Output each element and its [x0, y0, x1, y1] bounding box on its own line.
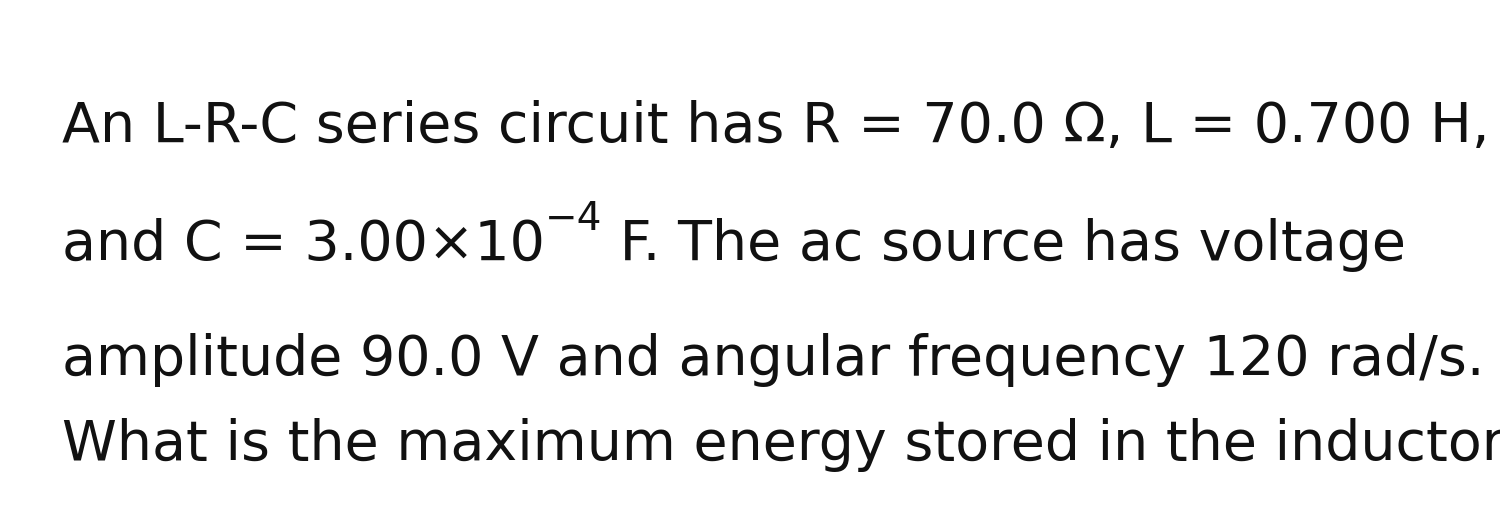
- Text: and C = 3.00×10: and C = 3.00×10: [62, 218, 544, 272]
- Text: −4: −4: [544, 200, 602, 238]
- Text: What is the maximum energy stored in the inductor?: What is the maximum energy stored in the…: [62, 418, 1500, 472]
- Text: An L-R-C series circuit has R = 70.0 Ω, L = 0.700 H,: An L-R-C series circuit has R = 70.0 Ω, …: [62, 100, 1490, 154]
- Text: amplitude 90.0 V and angular frequency 120 rad/s.: amplitude 90.0 V and angular frequency 1…: [62, 333, 1485, 387]
- Text: F. The ac source has voltage: F. The ac source has voltage: [602, 218, 1407, 272]
